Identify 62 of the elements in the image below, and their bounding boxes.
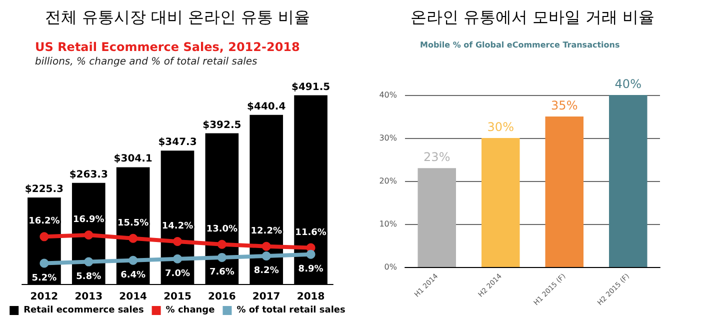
x-tick-label: 2017 [252,292,280,302]
data-label: 7.0% [165,268,190,279]
x-tick-label: 2012 [30,292,58,302]
y-tick-label: 20% [379,176,398,186]
data-label: 11.6% [295,228,326,238]
legend-label: % change [166,306,215,316]
chart-subtitle: Mobile % of Global eCommerce Transactions [420,40,620,50]
x-tick-label: 2018 [296,292,325,302]
x-tick-label: 2014 [119,292,148,302]
point [84,230,94,240]
data-label: 12.2% [250,226,282,236]
bar [609,95,648,267]
point [40,258,49,268]
point [84,257,94,266]
data-label: 23% [424,150,450,164]
y-tick-label: 0% [384,262,398,272]
point [128,234,138,243]
bar [418,168,456,267]
bar [482,138,520,267]
data-label: $263.3 [69,169,108,180]
data-label: $225.3 [24,184,64,195]
chart-title: 온라인 유통에서 모바일 거래 비율 [410,8,655,26]
point [128,256,138,265]
data-label: 40% [614,77,642,91]
point [173,237,182,246]
data-label: 30% [487,120,514,134]
point [262,242,271,251]
data-label: 8.9% [298,264,324,274]
data-label: 16.9% [73,214,104,225]
data-label: 16.2% [28,216,60,227]
chart-title: 전체 유통시장 대비 온라인 유통 비율 [44,8,310,26]
legend-label: % of total retail sales [236,306,346,316]
y-tick-label: 10% [379,220,398,228]
point [306,250,316,259]
data-label: $440.4 [247,101,286,112]
data-label: 14.2% [162,222,194,232]
data-label: $347.3 [158,137,197,148]
data-label: 5.2% [32,273,57,284]
point [217,252,226,262]
point [40,232,49,242]
data-label: $392.5 [202,120,242,131]
y-tick-label: 40% [379,90,398,100]
data-label: 6.4% [120,270,146,280]
text: billions, % change and % of total retail sales [35,56,258,68]
chart-subtitle: US Retail Ecommerce Sales, 2012-2018 [35,40,300,54]
data-label: $304.1 [114,154,152,165]
data-label: 13.0% [206,224,238,234]
data-label: 8.2% [254,266,279,276]
bar [545,116,584,267]
x-tick-label: 2015 [164,292,192,302]
data-label: 15.5% [117,218,149,228]
data-label: 7.6% [209,267,234,278]
legend-label: Retail ecommerce sales [24,306,144,316]
data-label: $491.5 [291,82,330,93]
data-label: 5.8% [76,272,102,282]
x-tick-label: 2013 [74,292,103,302]
x-tick-label: 2016 [208,292,236,302]
point [217,240,226,249]
point [173,254,182,264]
data-label: 35% [551,98,578,112]
point [262,252,271,261]
y-tick-label: 30% [379,134,398,142]
